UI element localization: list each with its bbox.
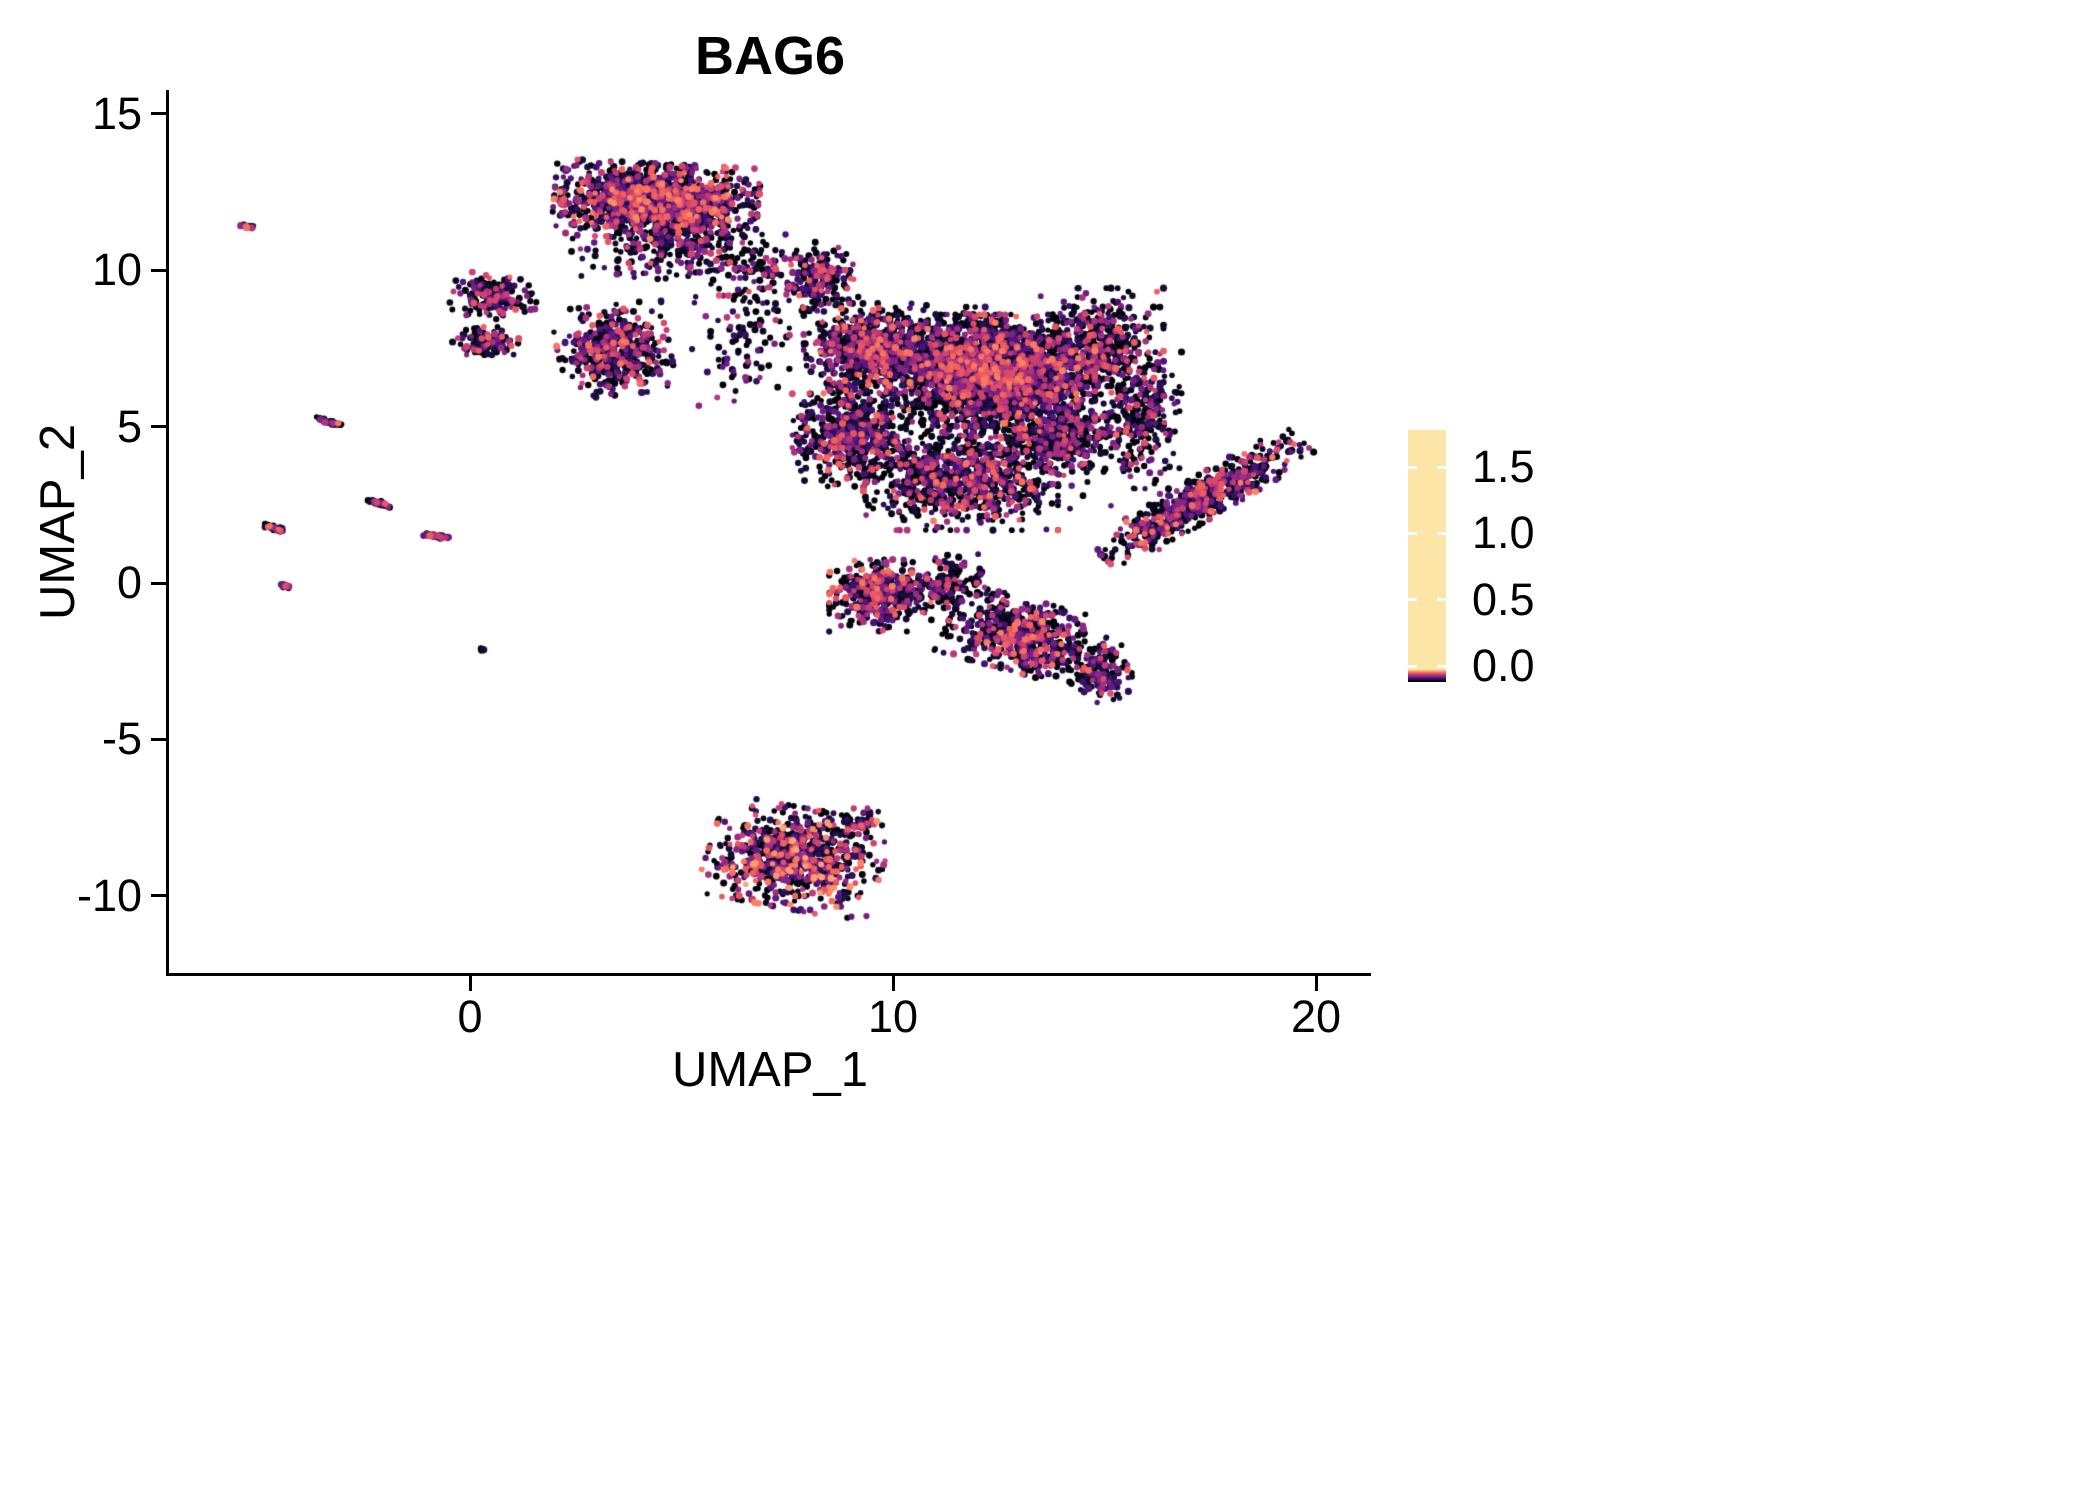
colorbar-tick-mark-left xyxy=(1408,465,1417,469)
x-tick-label: 20 xyxy=(1290,991,1342,1042)
x-tick-mark xyxy=(1314,976,1318,991)
y-tick-label: -10 xyxy=(76,869,142,921)
colorbar-tick-label: 1.0 xyxy=(1472,507,1535,559)
colorbar-tick-label: 1.5 xyxy=(1472,441,1535,493)
y-tick-label: 10 xyxy=(91,244,142,296)
colorbar-tick-mark-left xyxy=(1408,531,1417,535)
y-tick-mark xyxy=(151,737,166,741)
colorbar-tick-label: 0.0 xyxy=(1472,640,1535,692)
x-axis-label: UMAP_1 xyxy=(671,1043,869,1097)
y-tick-label: 0 xyxy=(116,557,142,608)
colorbar-tick-label: 0.5 xyxy=(1472,573,1535,625)
y-tick-label: -5 xyxy=(101,713,142,765)
y-tick-mark xyxy=(151,112,166,116)
y-tick-mark xyxy=(151,425,166,429)
x-tick-mark xyxy=(468,976,472,991)
colorbar-tick-mark-right xyxy=(1437,598,1446,602)
y-tick-label: 15 xyxy=(91,87,142,139)
y-tick-mark xyxy=(151,581,166,585)
x-tick-label: 10 xyxy=(867,991,919,1042)
x-tick-label: 0 xyxy=(457,991,483,1042)
y-tick-label: 5 xyxy=(116,400,142,452)
plot-title: BAG6 xyxy=(694,26,846,86)
x-axis-line xyxy=(166,973,1371,976)
y-tick-mark xyxy=(151,268,166,272)
colorbar-tick-mark-right xyxy=(1437,531,1446,535)
y-axis-line xyxy=(166,90,169,976)
colorbar-tick-mark-left xyxy=(1408,664,1417,668)
y-tick-mark xyxy=(151,894,166,898)
colorbar-tick-mark-right xyxy=(1437,664,1446,668)
x-tick-mark xyxy=(891,976,895,991)
colorbar-tick-mark-right xyxy=(1437,465,1446,469)
colorbar xyxy=(1408,430,1446,682)
colorbar-tick-mark-left xyxy=(1408,598,1417,602)
